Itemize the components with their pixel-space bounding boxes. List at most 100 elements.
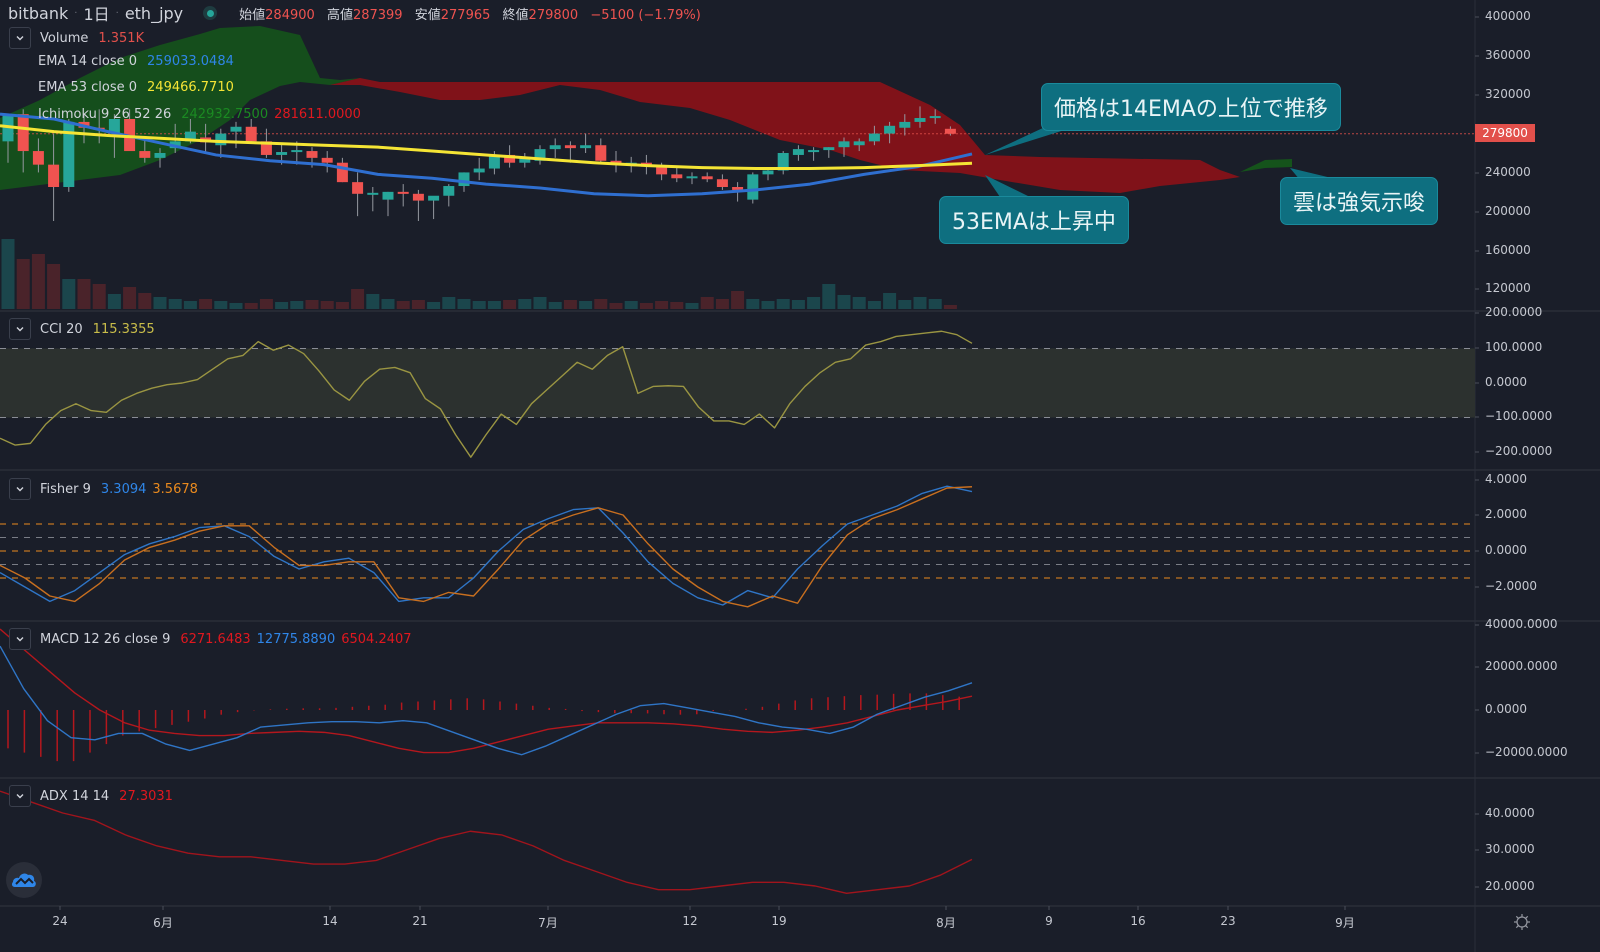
candlestick[interactable] (808, 147, 820, 161)
callout-price-above-ema[interactable]: 価格は14EMAの上位で推移 (1041, 83, 1341, 131)
volume-bar (472, 301, 486, 309)
candlestick[interactable] (777, 151, 789, 175)
time-axis-label: 6月 (153, 916, 173, 930)
chevron-down-icon (16, 36, 24, 41)
legend-fisher[interactable]: Fisher 9 3.3094 3.5678 (9, 478, 204, 500)
legend-ema14[interactable]: EMA 14 close 0 259033.0484 (38, 54, 234, 69)
callout-ema53-rising[interactable]: 53EMAは上昇中 (939, 196, 1129, 244)
candlestick[interactable] (823, 147, 835, 158)
candlestick[interactable] (747, 172, 759, 204)
legend-ichimoku[interactable]: Ichimoku 9 26 52 26 242932.7500 281611.0… (38, 107, 361, 122)
candlestick[interactable] (792, 145, 804, 161)
candlestick[interactable] (868, 125, 880, 146)
volume-bar (533, 297, 547, 309)
candlestick[interactable] (853, 138, 865, 152)
candlestick[interactable] (762, 168, 774, 181)
volume-bar (609, 303, 623, 309)
volume-bar (837, 295, 851, 309)
volume-bar (822, 284, 836, 309)
candlestick[interactable] (534, 145, 546, 165)
collapse-legend-button[interactable] (9, 27, 31, 49)
chevron-down-icon (16, 327, 24, 332)
price-axis-label: 400000 (1485, 9, 1531, 23)
legend-ema53[interactable]: EMA 53 close 0 249466.7710 (38, 80, 234, 95)
candlestick[interactable] (428, 195, 440, 220)
candlestick[interactable] (412, 189, 424, 221)
candlestick[interactable] (838, 137, 850, 157)
adx-line (0, 790, 973, 894)
candlestick[interactable] (884, 121, 896, 144)
candlestick[interactable] (367, 187, 379, 212)
legend-macd[interactable]: MACD 12 26 close 9 6271.6483 12775.8890 … (9, 628, 418, 650)
candlestick[interactable] (899, 114, 911, 136)
time-axis-label: 8月 (936, 916, 956, 930)
candlestick[interactable] (230, 121, 242, 149)
symbol-name[interactable]: eth_jpy (124, 3, 184, 23)
settings-gear-icon[interactable] (1513, 913, 1531, 931)
volume-bar (867, 301, 881, 309)
price-axis-label: 160000 (1485, 243, 1531, 257)
candlestick[interactable] (716, 174, 728, 190)
candlestick[interactable] (336, 157, 348, 183)
candlestick[interactable] (17, 109, 29, 173)
candlestick[interactable] (610, 151, 622, 173)
collapse-legend-button[interactable] (9, 478, 31, 500)
candlestick[interactable] (549, 138, 561, 158)
volume-bar (715, 299, 729, 309)
candlestick[interactable] (473, 157, 485, 181)
candlestick[interactable] (914, 106, 926, 128)
interval-label[interactable]: 1日 (83, 5, 110, 24)
volume-bar (731, 291, 745, 309)
candlestick[interactable] (352, 172, 364, 217)
price-axis-label: 200000 (1485, 204, 1531, 218)
ohlc-values: 始値284900 高値287399 安値277965 終値279800 −510… (239, 7, 701, 23)
candlestick[interactable] (944, 126, 956, 136)
macd-axis-label: −20000.0000 (1485, 745, 1568, 759)
adx-axis-label: 20.0000 (1485, 879, 1535, 893)
candlestick[interactable] (139, 138, 151, 163)
close-value: 279800 (528, 7, 579, 23)
candlestick[interactable] (595, 138, 607, 163)
exchange-name[interactable]: bitbank (8, 3, 69, 23)
candlestick[interactable] (321, 151, 333, 173)
candlestick[interactable] (245, 119, 257, 144)
volume-bar (776, 299, 790, 309)
legend-cci[interactable]: CCI 20 115.3355 (9, 318, 161, 340)
callout-pointer (985, 175, 1030, 197)
change-value: −5100 (−1.79%) (590, 7, 701, 23)
candlestick[interactable] (382, 191, 394, 217)
cci-line (0, 330, 973, 458)
volume-bar (183, 301, 197, 309)
volume-bar (290, 301, 304, 309)
candlestick[interactable] (671, 167, 683, 183)
candlestick[interactable] (215, 128, 227, 158)
candlestick[interactable] (443, 184, 455, 207)
legend-volume[interactable]: Volume 1.351K (9, 27, 150, 49)
volume-bar (275, 302, 289, 309)
collapse-legend-button[interactable] (9, 318, 31, 340)
candlestick[interactable] (701, 172, 713, 183)
tradingview-logo[interactable] (6, 862, 42, 898)
candlestick[interactable] (154, 148, 166, 168)
cci-axis-label: −200.0000 (1485, 444, 1553, 458)
macd-axis-label: 20000.0000 (1485, 659, 1558, 673)
legend-adx[interactable]: ADX 14 14 27.3031 (9, 785, 179, 807)
volume-bar (746, 299, 760, 309)
cloud-logo-icon (11, 873, 36, 887)
candlestick[interactable] (397, 184, 409, 207)
candlestick[interactable] (63, 119, 75, 192)
candlestick[interactable] (580, 133, 592, 153)
ichimoku-cloud-bullish (0, 26, 360, 190)
collapse-legend-button[interactable] (9, 628, 31, 650)
fisher-axis-label: 0.0000 (1485, 543, 1527, 557)
candlestick[interactable] (564, 141, 576, 163)
candlestick[interactable] (686, 172, 698, 185)
market-status-icon[interactable] (203, 6, 218, 20)
candlestick[interactable] (32, 138, 44, 173)
candlestick[interactable] (929, 109, 941, 124)
candlestick[interactable] (519, 153, 531, 168)
callout-cloud-bullish[interactable]: 雲は強気示唆 (1280, 177, 1439, 225)
candlestick[interactable] (48, 133, 60, 221)
collapse-legend-button[interactable] (9, 785, 31, 807)
